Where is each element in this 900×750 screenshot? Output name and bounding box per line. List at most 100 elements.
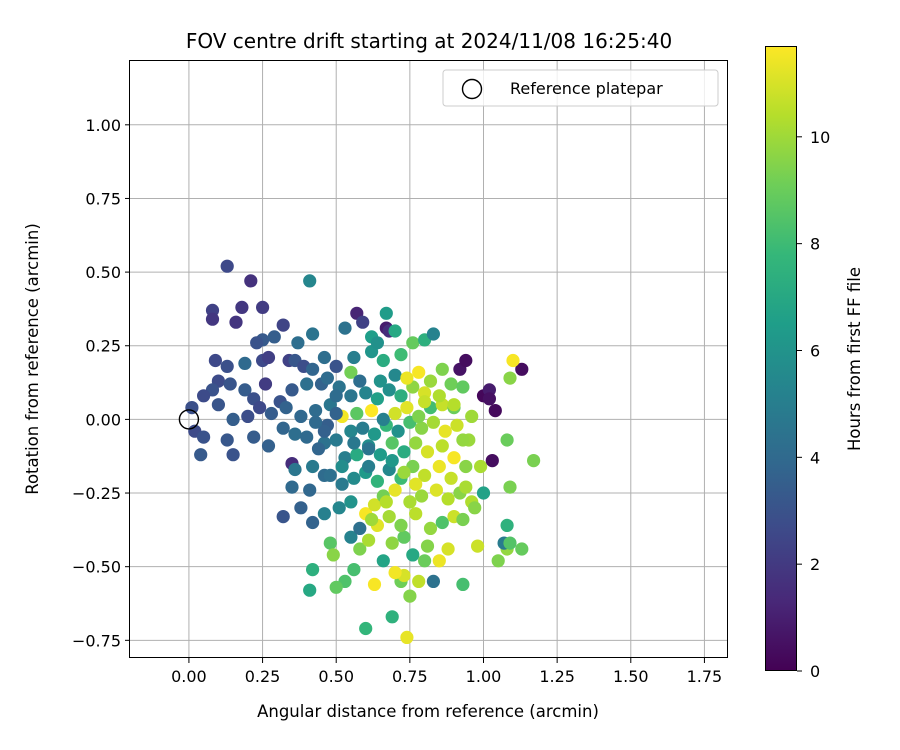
- data-point: [344, 365, 358, 379]
- data-point: [432, 554, 446, 568]
- data-point: [303, 583, 317, 597]
- data-point: [285, 383, 299, 397]
- data-point: [320, 371, 334, 385]
- data-point: [276, 421, 290, 435]
- data-point: [220, 433, 234, 447]
- data-point: [456, 577, 470, 592]
- axis-ticks: 0.00 0.25 0.50 0.75 1.00 1.25 1.50 1.75 1.00 0.75…: [72, 116, 722, 686]
- x-tick-label: 0.25: [245, 667, 281, 686]
- colorbar-label: Hours from first FF file: [845, 267, 864, 451]
- data-point: [247, 430, 261, 444]
- data-point: [344, 530, 358, 544]
- data-point: [323, 468, 337, 482]
- data-point: [359, 386, 373, 400]
- colorbar-tick-label: 10: [810, 128, 830, 147]
- data-point: [350, 448, 364, 462]
- data-point: [503, 536, 517, 550]
- data-point: [388, 324, 402, 338]
- data-point: [459, 353, 473, 368]
- data-point: [415, 421, 429, 435]
- data-point: [226, 448, 240, 462]
- data-point: [426, 327, 440, 341]
- data-point: [367, 498, 382, 512]
- data-point: [423, 374, 438, 388]
- data-point: [403, 495, 417, 509]
- data-point: [435, 362, 449, 376]
- y-tick-label: −0.50: [72, 558, 121, 577]
- data-point: [300, 430, 314, 444]
- data-point: [306, 459, 320, 474]
- colorbar-frame: [765, 46, 797, 671]
- data-point: [420, 539, 435, 553]
- data-point: [335, 477, 349, 491]
- data-point: [474, 459, 488, 474]
- data-point: [394, 518, 408, 533]
- data-point: [426, 415, 440, 429]
- data-point: [223, 377, 237, 391]
- colorbar-ticks: 0 2 4 6 8 10: [797, 128, 830, 681]
- data-point: [291, 336, 305, 350]
- data-point: [211, 398, 225, 412]
- y-axis-label: Rotation from reference (arcmin): [23, 223, 42, 495]
- data-point: [344, 389, 358, 403]
- data-point: [253, 401, 267, 415]
- data-point: [503, 480, 517, 494]
- data-point: [208, 353, 222, 368]
- data-point: [353, 374, 367, 388]
- data-point: [261, 350, 276, 365]
- data-point: [317, 350, 331, 365]
- data-point: [300, 377, 314, 391]
- data-point: [326, 548, 340, 562]
- legend-reference-marker: [461, 78, 483, 100]
- data-point: [309, 404, 323, 418]
- data-point: [205, 312, 220, 326]
- data-point: [376, 554, 390, 568]
- colorbar-tick-label: 6: [810, 341, 820, 360]
- data-point: [306, 563, 320, 577]
- data-point: [294, 409, 308, 423]
- data-point: [406, 336, 420, 350]
- data-point: [385, 536, 399, 550]
- data-point: [329, 406, 343, 421]
- data-point: [261, 439, 276, 453]
- data-point: [329, 580, 343, 594]
- data-point: [456, 512, 470, 527]
- data-point: [406, 548, 420, 562]
- data-point: [385, 454, 399, 468]
- data-point: [476, 486, 491, 500]
- data-point: [276, 318, 290, 332]
- x-tick-label: 1.00: [466, 667, 502, 686]
- data-point: [500, 518, 514, 533]
- data-point: [397, 530, 411, 544]
- data-point: [394, 389, 408, 403]
- data-point: [185, 401, 199, 415]
- x-tick-label: 1.75: [687, 667, 723, 686]
- y-tick-label: −0.25: [72, 484, 121, 503]
- data-point: [306, 515, 320, 530]
- data-point: [365, 512, 379, 527]
- data-point: [444, 377, 458, 391]
- data-point: [238, 356, 252, 370]
- data-point: [388, 406, 402, 421]
- data-point: [356, 421, 370, 435]
- data-point: [311, 442, 326, 456]
- data-point: [362, 442, 376, 456]
- data-point: [356, 315, 370, 329]
- data-point: [459, 459, 473, 474]
- data-point: [362, 459, 376, 474]
- data-point: [258, 377, 273, 391]
- data-point: [432, 389, 446, 403]
- data-point: [415, 489, 429, 503]
- data-point: [367, 577, 382, 592]
- data-point: [379, 306, 393, 320]
- data-point: [323, 536, 337, 550]
- data-point: [388, 483, 402, 497]
- y-tick-label: 0.00: [85, 410, 121, 429]
- data-point: [347, 563, 361, 577]
- data-point: [197, 430, 211, 444]
- colorbar-tick-label: 2: [810, 555, 820, 574]
- data-point: [194, 448, 208, 462]
- data-point: [197, 389, 211, 403]
- data-point: [347, 436, 361, 450]
- data-point: [220, 359, 234, 373]
